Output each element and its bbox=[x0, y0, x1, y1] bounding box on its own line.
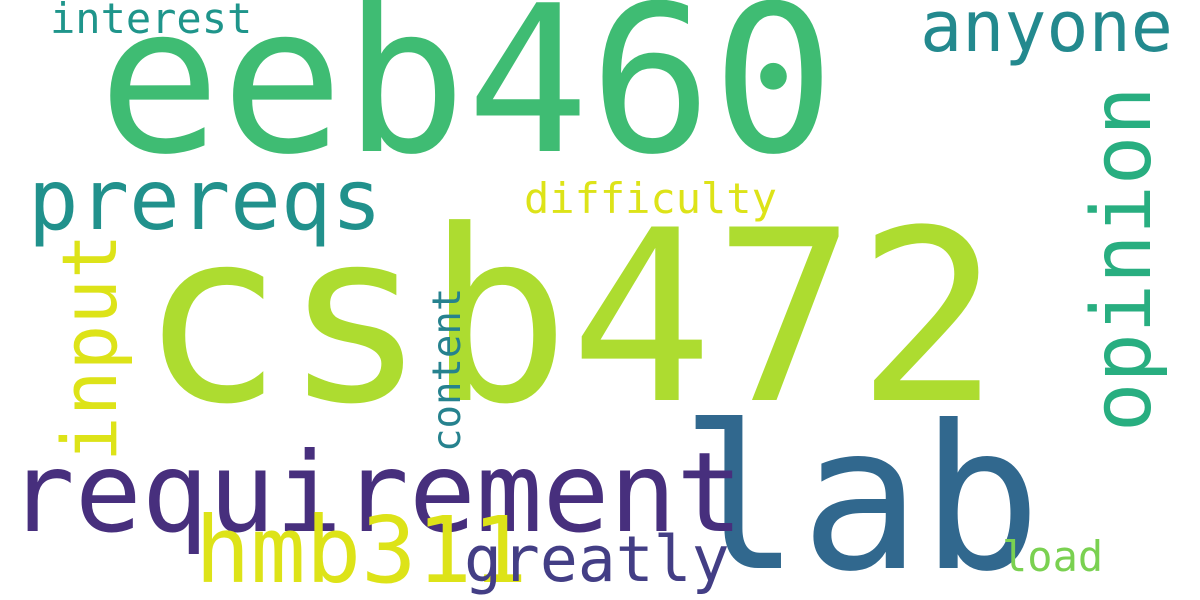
word-opinion: opinion bbox=[1075, 86, 1170, 432]
word-lab: lab bbox=[680, 383, 1042, 600]
word-requirement: requirement bbox=[8, 429, 744, 558]
word-prereqs: prereqs bbox=[28, 151, 383, 249]
word-csb472: csb472 bbox=[140, 180, 1000, 457]
word-interest: interest bbox=[50, 0, 253, 43]
word-difficulty: difficulty bbox=[524, 174, 777, 223]
word-content: content bbox=[425, 287, 470, 452]
word-load: load bbox=[1002, 532, 1104, 581]
word-anyone: anyone bbox=[920, 0, 1173, 68]
word-greatly: greatly bbox=[464, 523, 730, 596]
word-hmb311: hmb311 bbox=[195, 497, 528, 600]
word-input: input bbox=[45, 233, 134, 462]
word-eeb460: eeb460 bbox=[98, 0, 835, 200]
